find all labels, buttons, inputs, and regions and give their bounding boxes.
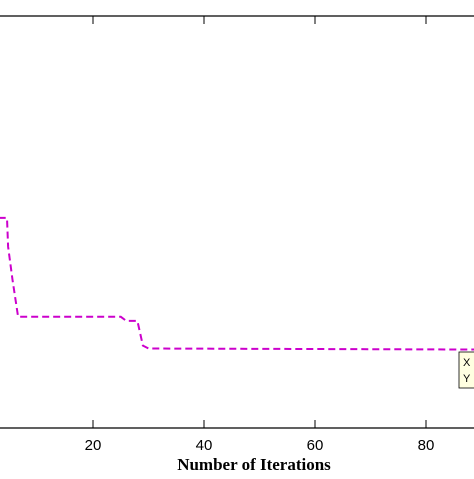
datatip-x-label: X: [463, 357, 471, 369]
datatip-y-label: Y: [463, 373, 471, 385]
x-tick-label: 60: [307, 437, 324, 454]
series-group: [0, 216, 474, 351]
x-tick-label: 40: [196, 437, 213, 454]
x-axis-title: Number of Iterations: [177, 455, 331, 474]
series-line-0: [0, 216, 474, 351]
x-tick-label: 80: [418, 437, 435, 454]
x-tick-label: 20: [85, 437, 102, 454]
datatip[interactable]: X Y: [458, 351, 474, 389]
x-ticks-group: 20 40 60 80: [85, 16, 435, 454]
datatip-box: [458, 351, 474, 389]
